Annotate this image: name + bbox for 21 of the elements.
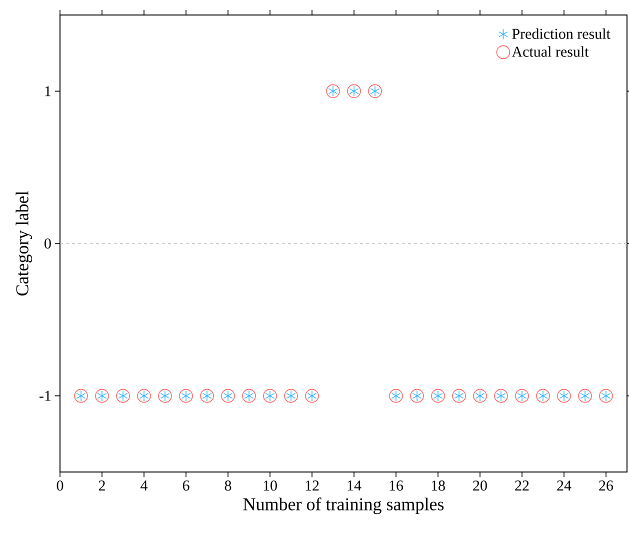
x-tick-label: 2 xyxy=(98,480,105,490)
x-tick-label: 18 xyxy=(432,480,445,491)
x-tick-label: 22 xyxy=(515,480,529,490)
x-tick-label: 24 xyxy=(557,480,572,490)
x-tick-label: 10 xyxy=(264,480,277,491)
y-axis-title: Category label xyxy=(16,191,32,296)
x-tick-label: 0 xyxy=(56,480,64,491)
x-tick-label: 26 xyxy=(599,480,614,491)
y-tick-label: -1 xyxy=(40,390,51,401)
x-tick-label: 8 xyxy=(224,480,232,491)
x-tick-label: 14 xyxy=(348,480,362,490)
x-tick-label: 16 xyxy=(390,480,404,491)
y-tick-label: 1 xyxy=(45,86,51,96)
x-tick-label: 12 xyxy=(306,480,319,490)
x-tick-label: 6 xyxy=(182,480,190,491)
x-tick-label: 4 xyxy=(140,480,148,490)
y-tick-label: 0 xyxy=(44,238,51,249)
x-axis-title: Number of training samples xyxy=(243,498,444,514)
legend-label: Actual result xyxy=(512,46,589,57)
x-tick-label: 20 xyxy=(473,480,487,491)
legend-label: Prediction result xyxy=(512,28,610,39)
